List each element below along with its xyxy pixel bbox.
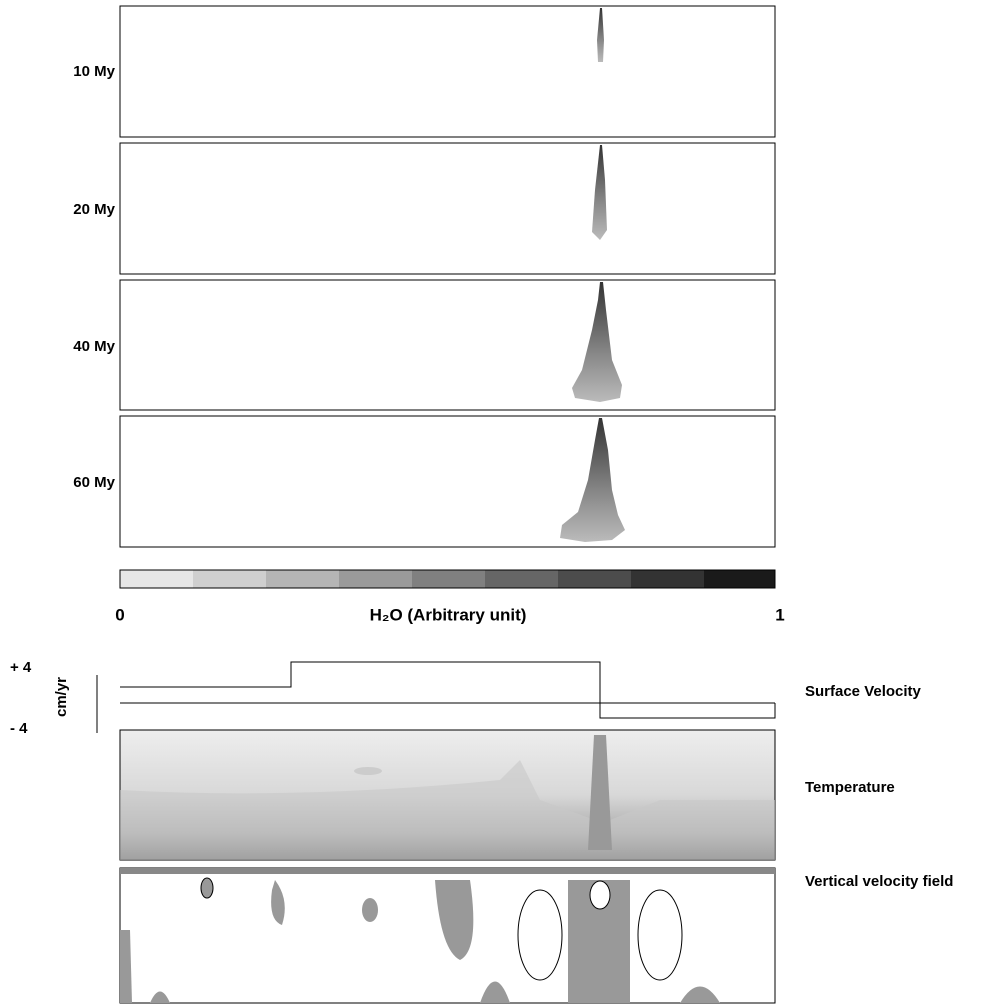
temperature-panel: Temperature	[119, 729, 895, 861]
axis-unit: cm/yr	[53, 677, 70, 717]
panel-label: 60 My	[73, 474, 115, 491]
panel-label: 10 My	[73, 63, 115, 80]
colorbar-max: 1	[775, 605, 784, 624]
panel: 10 My	[73, 5, 776, 138]
axis-bottom-label: - 4	[10, 720, 28, 737]
row-label: Vertical velocity field	[805, 873, 953, 890]
colorbar	[119, 569, 776, 589]
vertical-velocity-panel: Vertical velocity field	[119, 867, 953, 1004]
panel-label: 40 My	[73, 338, 115, 355]
panel-label: 20 My	[73, 201, 115, 218]
panel: 20 My	[73, 142, 776, 275]
axis-top-label: + 4	[10, 659, 32, 676]
colorbar-min: 0	[115, 605, 124, 624]
panel: 60 My	[73, 415, 776, 548]
row-label: Surface Velocity	[805, 683, 922, 700]
panel: 40 My	[73, 279, 776, 411]
velocity-profile	[120, 661, 776, 719]
row-label: Temperature	[805, 779, 895, 796]
colorbar-title: H₂O (Arbitrary unit)	[370, 605, 527, 624]
